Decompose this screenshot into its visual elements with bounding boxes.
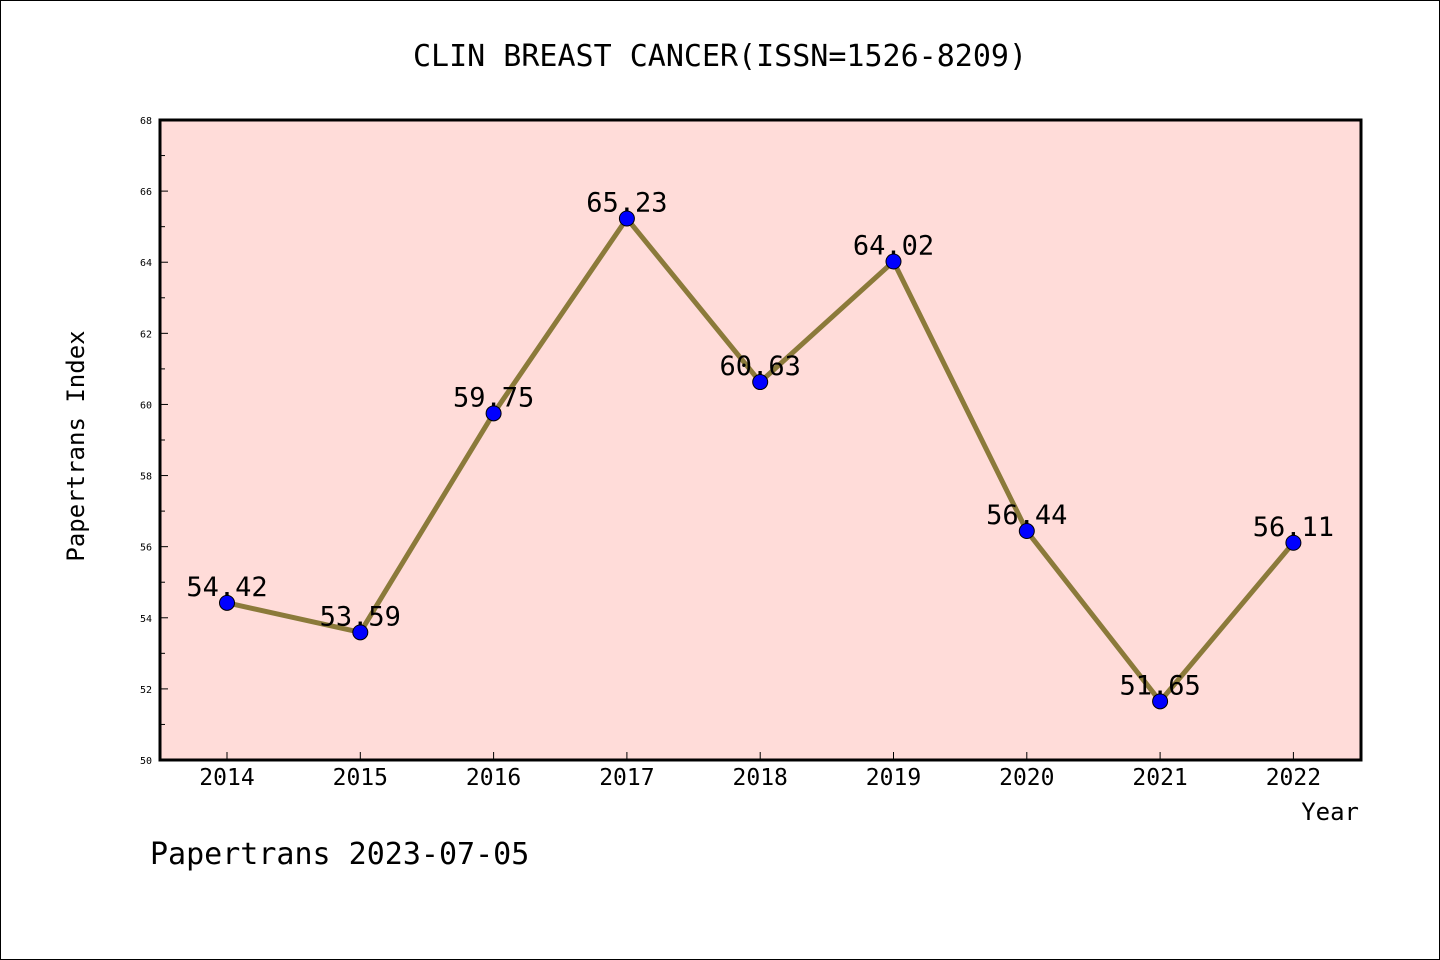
y-axis-label: Papertrans Index xyxy=(62,330,90,561)
x-tick-label: 2021 xyxy=(1132,765,1187,791)
x-tick-label: 2020 xyxy=(999,765,1054,791)
data-label: 56.44 xyxy=(986,500,1067,531)
data-label: 59.75 xyxy=(453,382,534,413)
data-label: 53.59 xyxy=(320,601,401,632)
y-tick-label: 50 xyxy=(140,756,152,767)
x-tick-label: 2018 xyxy=(733,765,788,791)
x-tick-label: 2016 xyxy=(466,765,521,791)
x-tick-label: 2014 xyxy=(199,765,254,791)
plot-area xyxy=(158,118,1363,762)
data-point xyxy=(752,374,769,391)
x-tick-label: 2019 xyxy=(866,765,921,791)
x-tick-label: 2017 xyxy=(599,765,654,791)
data-label: 60.63 xyxy=(720,351,801,382)
y-tick-label: 62 xyxy=(140,329,152,340)
data-label: 56.11 xyxy=(1253,512,1334,543)
data-point xyxy=(352,624,369,641)
footer-text: Papertrans 2023-07-05 xyxy=(150,837,529,872)
data-label: 54.42 xyxy=(186,572,267,603)
y-tick-label: 66 xyxy=(140,187,152,198)
y-tick-label: 56 xyxy=(140,543,152,554)
y-axis: 50 52 54 56 58 60 62 64 66 68 xyxy=(140,116,168,767)
data-points xyxy=(219,210,1302,710)
data-point xyxy=(219,594,235,611)
data-point xyxy=(1152,693,1169,710)
x-tick-label: 2015 xyxy=(333,765,388,791)
x-tick-label: 2022 xyxy=(1266,765,1321,791)
data-label: 64.02 xyxy=(853,231,934,262)
x-axis-label: Year xyxy=(1301,798,1359,826)
y-tick-label: 54 xyxy=(140,614,152,625)
data-label: 51.65 xyxy=(1119,670,1200,701)
y-tick-label: 60 xyxy=(140,400,152,411)
data-labels: 54.42 53.59 59.75 65.23 60.63 64.02 56.44 51.65… xyxy=(186,187,1334,701)
y-tick-label: 58 xyxy=(140,472,152,483)
data-point xyxy=(485,405,502,422)
y-tick-label: 68 xyxy=(140,116,152,127)
x-axis: 2014 2015 2016 2017 2018 2019 2020 2021 2022 xyxy=(199,752,1321,791)
y-tick-label: 52 xyxy=(140,685,152,696)
y-tick-label: 64 xyxy=(140,258,152,269)
data-point xyxy=(618,210,635,227)
chart-title: CLIN BREAST CANCER(ISSN=1526-8209) xyxy=(413,39,1027,74)
data-point xyxy=(885,253,902,270)
data-point xyxy=(1018,523,1035,540)
data-point xyxy=(1285,534,1302,551)
data-label: 65.23 xyxy=(586,187,667,218)
